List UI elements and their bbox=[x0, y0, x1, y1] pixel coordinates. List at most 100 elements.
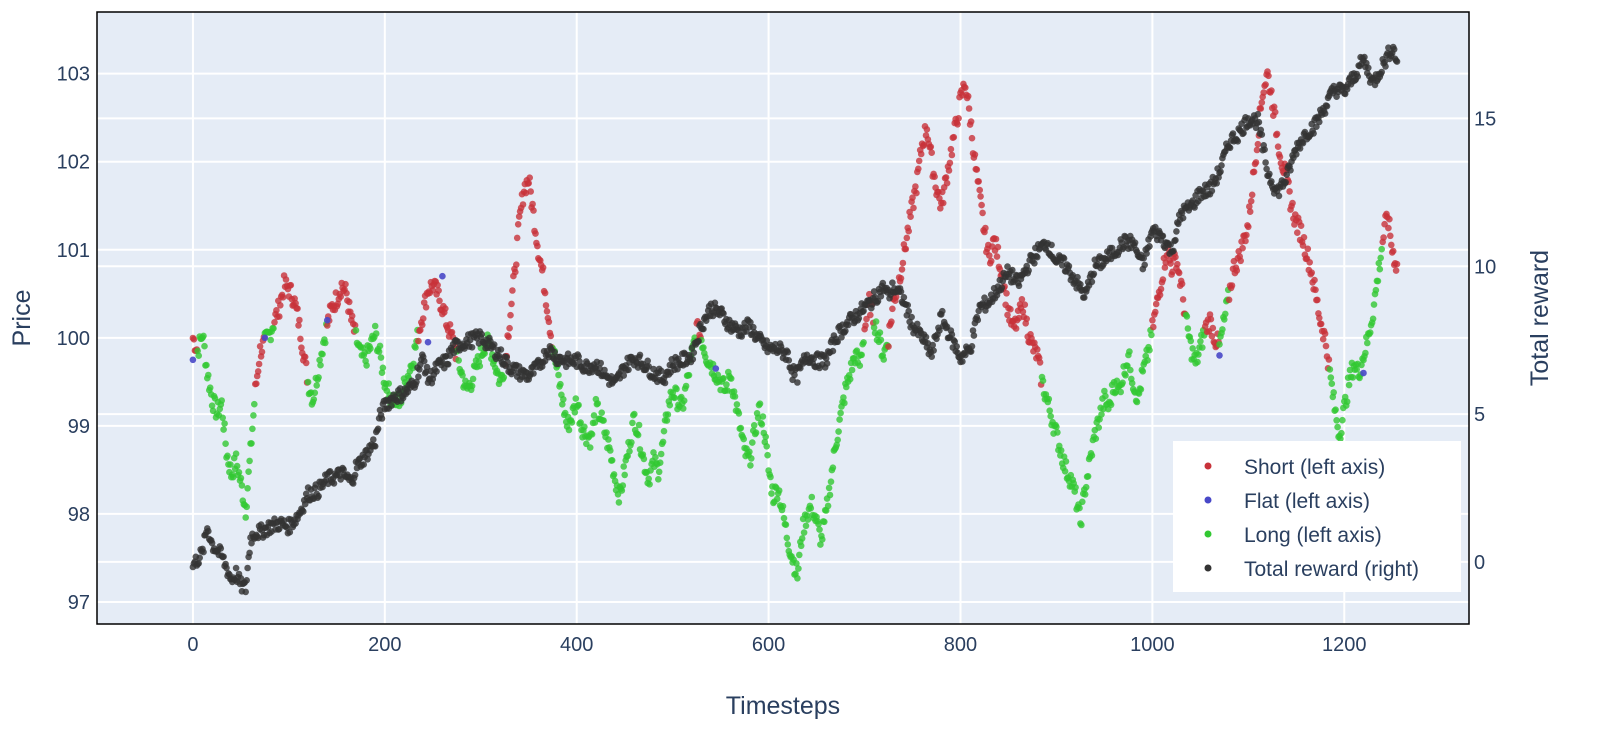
long-point bbox=[659, 438, 667, 446]
reward-point bbox=[196, 554, 203, 562]
long-point bbox=[880, 356, 887, 363]
short-point bbox=[907, 213, 914, 220]
short-point bbox=[1314, 296, 1321, 304]
long-point bbox=[311, 389, 319, 397]
reward-point bbox=[1108, 244, 1116, 252]
long-point bbox=[1221, 316, 1228, 323]
short-point bbox=[1270, 103, 1278, 111]
short-point bbox=[530, 207, 537, 214]
long-point bbox=[817, 541, 824, 548]
reward-point bbox=[1081, 294, 1088, 301]
legend: Short (left axis) Flat (left axis) Long … bbox=[1173, 441, 1461, 592]
x-tick-label: 400 bbox=[560, 634, 593, 656]
long-point bbox=[222, 440, 229, 448]
short-point bbox=[527, 188, 534, 195]
long-point bbox=[797, 542, 805, 550]
long-point bbox=[1126, 348, 1133, 355]
long-point bbox=[746, 448, 753, 456]
short-point bbox=[1380, 234, 1387, 241]
long-point bbox=[763, 443, 770, 450]
short-point bbox=[867, 311, 874, 319]
short-point bbox=[547, 332, 555, 340]
long-point bbox=[1194, 358, 1201, 366]
legend-label-flat: Flat (left axis) bbox=[1244, 490, 1370, 513]
long-point bbox=[635, 421, 643, 429]
right-y-tick-label: 5 bbox=[1474, 404, 1485, 426]
long-point bbox=[663, 417, 671, 424]
long-point bbox=[636, 446, 644, 453]
long-point bbox=[1122, 372, 1129, 379]
reward-point bbox=[1323, 102, 1331, 110]
long-point bbox=[840, 394, 847, 401]
long-point bbox=[1076, 504, 1083, 512]
long-point bbox=[1128, 379, 1136, 387]
reward-point bbox=[914, 320, 921, 328]
short-point bbox=[1385, 224, 1392, 232]
reward-point bbox=[1213, 180, 1220, 187]
short-point bbox=[927, 143, 935, 151]
short-point bbox=[1389, 247, 1397, 255]
long-point bbox=[747, 462, 754, 469]
long-point bbox=[598, 409, 605, 417]
reward-point bbox=[1074, 273, 1081, 281]
short-point bbox=[1152, 308, 1159, 316]
long-point bbox=[1127, 366, 1134, 374]
reward-point bbox=[195, 560, 202, 567]
long-point bbox=[1187, 337, 1195, 345]
short-point bbox=[968, 134, 976, 142]
long-point bbox=[568, 419, 576, 426]
short-point bbox=[276, 313, 283, 320]
short-point bbox=[545, 318, 553, 326]
reward-point bbox=[360, 461, 368, 468]
short-point bbox=[254, 368, 262, 375]
left-y-tick-label: 100 bbox=[57, 328, 90, 350]
x-tick-label: 200 bbox=[368, 634, 401, 656]
long-point bbox=[1216, 341, 1223, 348]
short-point bbox=[348, 312, 356, 320]
short-point bbox=[1386, 215, 1393, 223]
reward-point bbox=[246, 549, 253, 557]
short-point bbox=[1007, 305, 1014, 313]
short-point bbox=[508, 300, 515, 308]
short-point bbox=[415, 337, 422, 345]
long-point bbox=[588, 431, 596, 438]
long-point bbox=[1353, 366, 1360, 373]
short-point bbox=[1300, 234, 1308, 241]
long-point bbox=[455, 357, 463, 364]
long-point bbox=[1369, 315, 1377, 323]
reward-point bbox=[720, 310, 727, 317]
long-point bbox=[607, 447, 614, 454]
short-point bbox=[913, 189, 920, 197]
long-point bbox=[657, 450, 665, 458]
reward-point bbox=[1390, 46, 1398, 53]
long-point bbox=[233, 462, 241, 470]
reward-point bbox=[929, 341, 936, 349]
long-point bbox=[242, 514, 249, 521]
long-point bbox=[824, 502, 832, 510]
long-point bbox=[1189, 345, 1196, 352]
reward-point bbox=[834, 338, 841, 346]
short-point bbox=[287, 281, 295, 289]
short-point bbox=[1157, 285, 1165, 293]
reward-point bbox=[1261, 146, 1268, 153]
reward-point bbox=[415, 373, 422, 381]
long-point bbox=[834, 436, 841, 444]
long-point bbox=[1047, 412, 1054, 420]
short-point bbox=[534, 242, 541, 250]
short-point bbox=[982, 224, 989, 232]
short-point bbox=[190, 336, 198, 343]
short-point bbox=[1149, 317, 1156, 324]
short-point bbox=[435, 287, 442, 294]
long-point bbox=[267, 336, 275, 344]
long-point bbox=[682, 382, 690, 390]
short-point bbox=[334, 300, 342, 308]
x-tick-label: 1000 bbox=[1130, 634, 1175, 656]
reward-point bbox=[315, 492, 322, 500]
long-point bbox=[500, 374, 508, 381]
reward-point bbox=[1382, 63, 1389, 70]
short-point bbox=[513, 234, 521, 242]
long-point bbox=[208, 402, 216, 410]
short-point bbox=[1308, 269, 1315, 277]
long-point bbox=[700, 344, 707, 351]
long-point bbox=[1146, 346, 1153, 354]
